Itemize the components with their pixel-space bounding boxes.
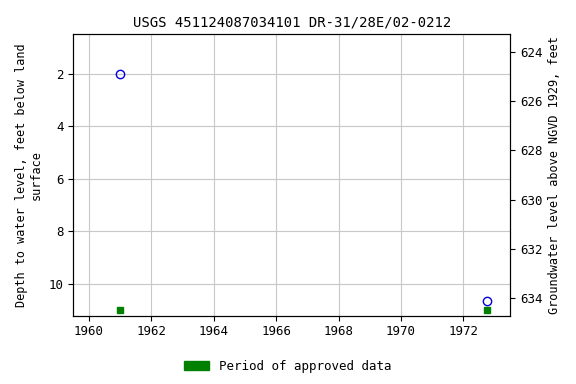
Title: USGS 451124087034101 DR-31/28E/02-0212: USGS 451124087034101 DR-31/28E/02-0212: [132, 15, 451, 29]
Y-axis label: Groundwater level above NGVD 1929, feet: Groundwater level above NGVD 1929, feet: [548, 36, 561, 314]
Y-axis label: Depth to water level, feet below land
surface: Depth to water level, feet below land su…: [15, 43, 43, 307]
Legend: Period of approved data: Period of approved data: [179, 355, 397, 378]
